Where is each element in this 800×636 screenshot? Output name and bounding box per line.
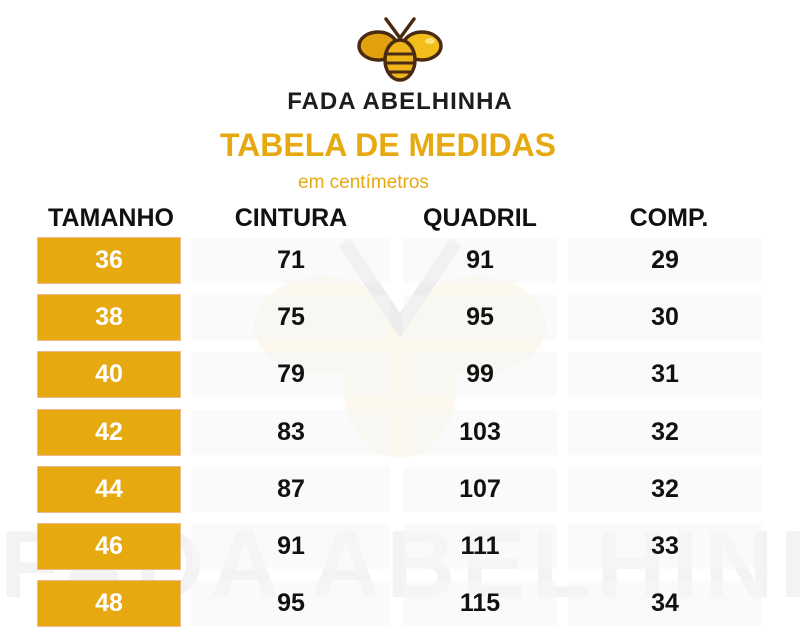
- table-row: 44 87 107 32: [0, 466, 800, 512]
- table-row: 46 91 111 33: [0, 524, 800, 569]
- cell-cintura: 91: [192, 524, 390, 569]
- cell-cintura: 79: [192, 352, 390, 398]
- cell-comp: 33: [568, 524, 762, 569]
- cell-size: 42: [38, 409, 180, 455]
- cell-size: 36: [38, 238, 180, 283]
- header-comp: COMP.: [629, 204, 709, 232]
- cell-size: 44: [38, 466, 180, 512]
- cell-comp: 34: [568, 581, 762, 627]
- cell-quadril: 111: [403, 524, 557, 569]
- cell-quadril: 99: [403, 352, 557, 398]
- cell-quadril: 95: [403, 295, 557, 341]
- cell-cintura: 71: [192, 238, 390, 283]
- subtitle: em centímetros: [298, 172, 429, 193]
- cell-size: 46: [38, 524, 180, 569]
- table-row: 40 79 99 31: [0, 352, 800, 398]
- table-row: 42 83 103 32: [0, 409, 800, 455]
- cell-quadril: 103: [403, 409, 557, 455]
- cell-quadril: 91: [403, 238, 557, 283]
- header-tamanho: TAMANHO: [48, 204, 174, 232]
- cell-cintura: 83: [192, 409, 390, 455]
- cell-size: 40: [38, 352, 180, 398]
- cell-comp: 32: [568, 466, 762, 512]
- cell-size: 38: [38, 295, 180, 341]
- bee-logo-icon: [357, 17, 443, 82]
- cell-size: 48: [38, 581, 180, 627]
- cell-cintura: 75: [192, 295, 390, 341]
- cell-comp: 30: [568, 295, 762, 341]
- cell-quadril: 115: [403, 581, 557, 627]
- cell-comp: 32: [568, 409, 762, 455]
- cell-quadril: 107: [403, 466, 557, 512]
- header-quadril: QUADRIL: [423, 204, 537, 232]
- cell-cintura: 87: [192, 466, 390, 512]
- cell-comp: 31: [568, 352, 762, 398]
- table-row: 36 71 91 29: [0, 238, 800, 283]
- cell-cintura: 95: [192, 581, 390, 627]
- cell-comp: 29: [568, 238, 762, 283]
- table-row: 38 75 95 30: [0, 295, 800, 341]
- page-title: TABELA DE MEDIDAS: [220, 127, 556, 163]
- brand-name: FADA ABELHINHA: [287, 88, 513, 115]
- header-cintura: CINTURA: [234, 204, 348, 232]
- table-row: 48 95 115 34: [0, 581, 800, 627]
